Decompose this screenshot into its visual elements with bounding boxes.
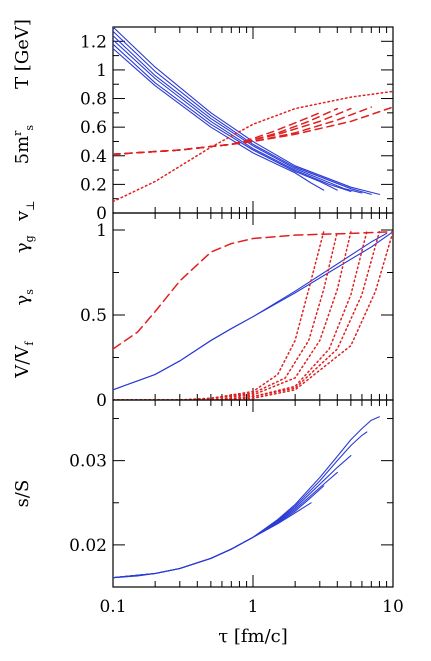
y-tick-label: 0.4 xyxy=(80,147,107,167)
y-label-part: γ xyxy=(12,242,33,253)
panel-bottom: 0.02 0.03 s/S 0.1 1 10 τ [fm/c] xyxy=(12,399,404,647)
series-line-dashed xyxy=(113,106,393,156)
y-label-sup: r xyxy=(11,130,24,136)
series-line-solid xyxy=(113,485,325,579)
y-label-sub: s xyxy=(23,289,36,295)
y-axis-label: V/Vf γs γg xyxy=(12,235,36,378)
series-line-dashed xyxy=(113,107,339,156)
y-label-sub: f xyxy=(23,341,36,346)
y-tick-label: 0.6 xyxy=(80,118,107,138)
y-label-sub: ⊥ xyxy=(24,200,37,210)
series-line-solid xyxy=(113,416,380,579)
y-label-part: v xyxy=(12,210,33,222)
series-line-dashed xyxy=(113,230,393,350)
x-tick-label: 0.1 xyxy=(99,597,126,617)
series-group xyxy=(113,416,380,579)
x-tick-label: 10 xyxy=(382,597,404,617)
series-line-dashed xyxy=(113,106,373,156)
series-line-solid xyxy=(113,47,325,191)
y-tick-label: 0.5 xyxy=(80,306,107,326)
series-line-solid xyxy=(113,43,338,191)
series-line-dotted xyxy=(113,230,381,400)
y-tick-label: 0.2 xyxy=(80,175,107,195)
y-label-gap xyxy=(12,89,33,125)
series-line-solid xyxy=(113,27,380,195)
series-line-solid xyxy=(113,232,388,391)
y-tick-label: 0 xyxy=(96,204,107,224)
series-line-dotted xyxy=(113,230,393,400)
y-tick-label: 1 xyxy=(96,61,107,81)
y-axis-label: s/S xyxy=(12,480,33,508)
x-axis-label: τ [fm/c] xyxy=(218,626,288,647)
y-tick-label: 0.02 xyxy=(69,536,107,556)
series-line-dotted xyxy=(113,90,393,203)
series-line-solid xyxy=(113,39,352,193)
plot-frame xyxy=(112,26,394,214)
series-line-solid xyxy=(113,471,338,579)
y-tick-label: 0.03 xyxy=(69,452,107,472)
y-label-gap xyxy=(12,306,33,342)
y-tick-label: 1 xyxy=(96,221,107,241)
series-line-solid xyxy=(113,30,372,195)
series-line-dotted xyxy=(113,230,325,400)
y-tick-label: 1.2 xyxy=(80,32,107,52)
x-tick-label: 1 xyxy=(248,597,259,617)
series-line-solid xyxy=(113,502,312,579)
series-line-solid xyxy=(113,231,393,391)
series-line-solid xyxy=(113,431,368,579)
series-line-dotted xyxy=(113,230,368,400)
y-label-gap xyxy=(12,164,33,200)
series-line-dotted xyxy=(113,230,339,400)
series-group xyxy=(113,230,393,400)
series-line-solid xyxy=(113,35,363,194)
y-label-sub: s xyxy=(23,125,36,131)
panel-top: 0 0.2 0.4 0.6 0.8 1 1.2 v⊥ 5mrs T [GeV] xyxy=(11,19,394,224)
y-label-gap xyxy=(12,253,33,289)
y-axis-label: v⊥ 5mrs T [GeV] xyxy=(11,19,37,222)
plot-frame xyxy=(112,399,394,588)
y-label-sub: g xyxy=(23,235,36,242)
y-label-part: T [GeV] xyxy=(12,19,33,89)
y-tick-label: 0.8 xyxy=(80,90,107,110)
series-line-solid xyxy=(113,455,352,579)
y-tick-label: 0 xyxy=(96,391,107,411)
panel-middle: 00.51V/Vf γs γg xyxy=(12,212,394,411)
plot-frame xyxy=(112,212,394,401)
y-label-part: V/V xyxy=(12,345,33,379)
y-label-part: 5m xyxy=(12,136,33,165)
series-group xyxy=(113,27,393,203)
y-label-part: γ xyxy=(12,295,33,306)
